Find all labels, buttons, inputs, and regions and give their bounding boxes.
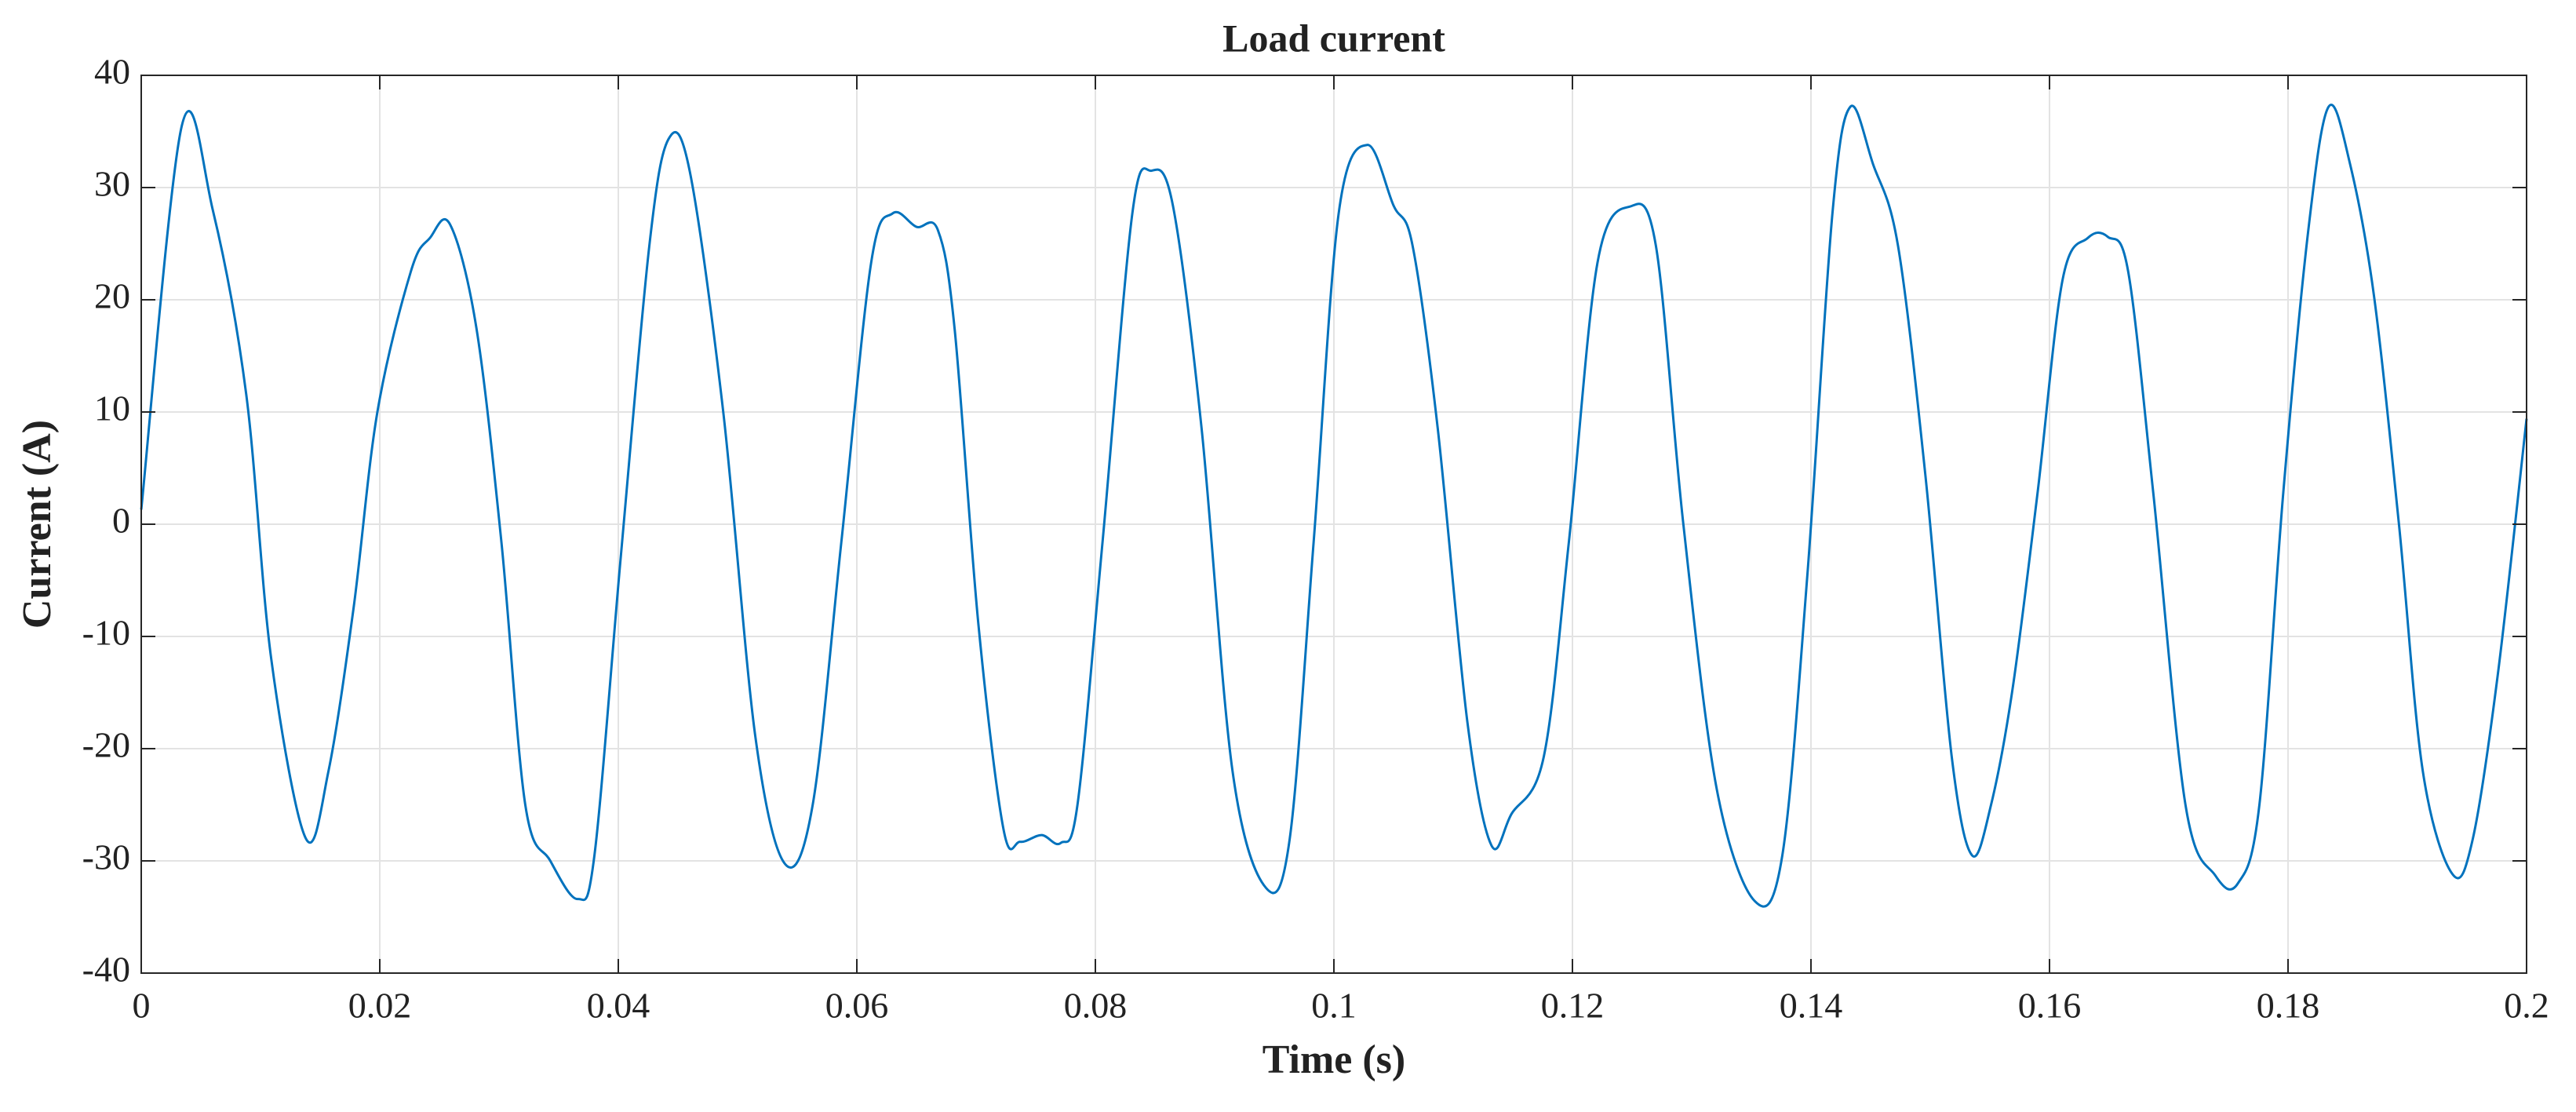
x-tick-label: 0.14 [1780,986,1843,1026]
ticks: 0 0.02 0.04 0.06 0.08 0.1 0.12 0.14 0.16 0.18 0.2 -… [82,52,2549,1026]
x-tick-label: 0.1 [1311,986,1357,1026]
y-tick-label: 30 [94,164,130,204]
x-tick-label: 0.2 [2504,986,2549,1026]
x-tick-label: 0.04 [587,986,650,1026]
x-tick-label: 0.16 [2018,986,2082,1026]
y-tick-label: 0 [112,501,130,541]
y-tick-label: -20 [82,725,130,765]
x-tick-label: 0.08 [1064,986,1128,1026]
x-tick-label: 0.02 [348,986,412,1026]
x-tick-label: 0.06 [825,986,889,1026]
y-tick-label: -30 [82,837,130,877]
y-tick-label: 10 [94,388,130,428]
y-tick-label: 20 [94,276,130,316]
x-tick-label: 0.18 [2257,986,2320,1026]
x-tick-label: 0.12 [1541,986,1605,1026]
plot-area [140,104,2528,908]
y-tick-label: -40 [82,950,130,990]
y-tick-label: 40 [94,52,130,92]
data-line [140,104,2528,908]
y-tick-label: -10 [82,613,130,653]
x-axis-label: Time (s) [1262,1037,1405,1082]
y-axis-label: Current (A) [15,420,60,629]
x-tick-label: 0 [133,986,151,1026]
chart-title: Load current [1222,16,1445,60]
